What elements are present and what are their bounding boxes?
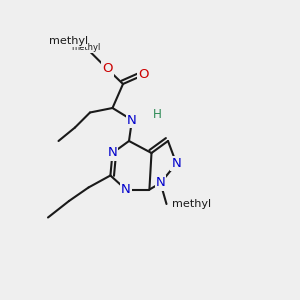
Text: O: O xyxy=(102,62,113,76)
Text: methyl: methyl xyxy=(72,44,101,52)
Text: O: O xyxy=(138,68,149,82)
Text: N: N xyxy=(127,113,137,127)
Text: methyl: methyl xyxy=(49,37,88,46)
Text: H: H xyxy=(153,107,162,121)
Text: N: N xyxy=(108,146,117,160)
Text: N: N xyxy=(121,183,131,196)
Text: N: N xyxy=(156,176,165,190)
Text: methyl: methyl xyxy=(172,199,211,209)
Text: N: N xyxy=(172,157,181,170)
